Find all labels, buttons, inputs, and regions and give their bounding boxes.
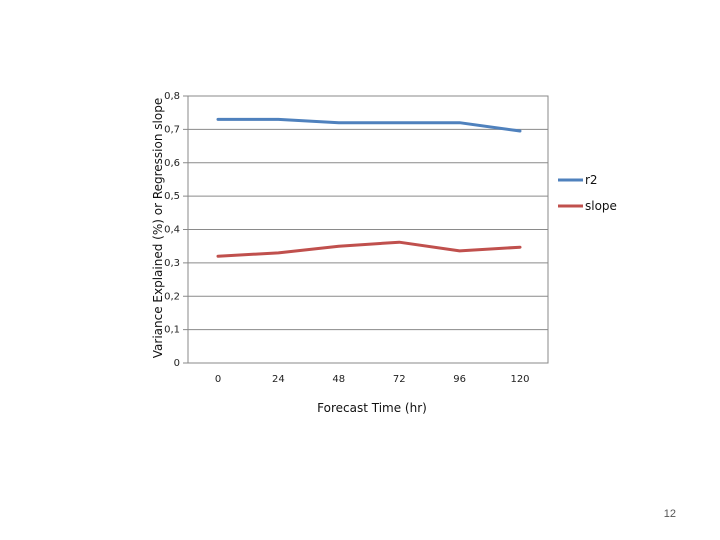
y-tick-label: 0,4: [164, 225, 180, 236]
series-line-slope: [216, 240, 522, 258]
page-number: 12: [663, 508, 676, 520]
x-axis-title: Forecast Time (hr): [317, 401, 427, 415]
y-tick-label: 0,2: [164, 291, 180, 302]
x-tick-label: 72: [393, 374, 406, 385]
y-tick-label: 0,7: [164, 124, 180, 135]
y-tick-label: 0,8: [164, 91, 180, 102]
legend: r2 slope: [558, 173, 617, 213]
y-tick-label: 0,1: [164, 325, 180, 336]
legend-label-slope: slope: [585, 199, 617, 213]
series-line-r2: [216, 117, 522, 133]
y-tick-label: 0: [174, 358, 180, 369]
y-tick-label: 0,5: [164, 191, 180, 202]
y-axis-title: Variance Explained (%) or Regression slo…: [151, 98, 165, 358]
x-tick-label: 24: [272, 374, 285, 385]
y-tick-label: 0,6: [164, 158, 180, 169]
x-tick-label: 48: [332, 374, 345, 385]
x-tick-label: 96: [453, 374, 466, 385]
legend-label-r2: r2: [585, 173, 598, 187]
y-tick-label: 0,3: [164, 258, 180, 269]
grid-lines: [188, 128, 548, 331]
y-axis-ticks: 0 0,1 0,2 0,3 0,4 0,5 0,6 0,7 0,8: [164, 91, 188, 369]
x-tick-label: 120: [510, 374, 529, 385]
series-lines: [216, 117, 522, 258]
x-axis-ticks: 0 24 48 72 96 120: [215, 374, 530, 385]
x-tick-label: 0: [215, 374, 221, 385]
